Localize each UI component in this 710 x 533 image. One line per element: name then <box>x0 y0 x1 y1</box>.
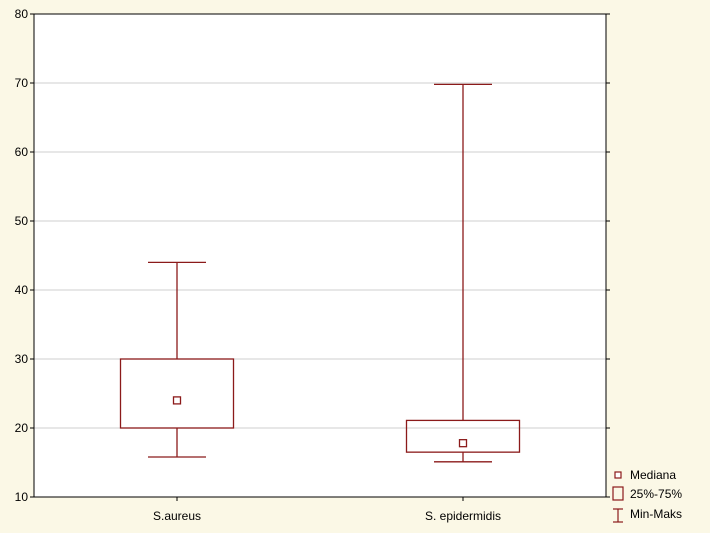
iqr-box <box>405 419 521 453</box>
box-0 <box>119 261 235 458</box>
y-tick-label: 30 <box>15 352 29 366</box>
y-axis: 10 20 30 40 50 60 70 80 <box>15 7 610 504</box>
legend-box-icon <box>612 486 624 501</box>
y-tick-label: 80 <box>15 7 29 21</box>
box-1 <box>405 83 521 463</box>
y-tick-label: 60 <box>15 145 29 159</box>
legend-label: 25%-75% <box>630 487 682 501</box>
median-marker <box>458 439 468 448</box>
y-tick-label: 40 <box>15 283 29 297</box>
y-tick-label: 50 <box>15 214 29 228</box>
legend-label: Min-Maks <box>630 507 682 521</box>
plot-frame <box>33 13 607 498</box>
boxes <box>119 83 521 463</box>
iqr-box <box>119 358 235 429</box>
legend-label: Mediana <box>630 468 676 482</box>
y-tick-label: 70 <box>15 76 29 90</box>
x-tick-label: S. epidermidis <box>425 509 501 523</box>
x-axis: S.aureus S. epidermidis <box>153 497 501 523</box>
y-tick-label: 20 <box>15 421 29 435</box>
plot-area <box>34 14 606 497</box>
legend-median-icon <box>614 471 622 479</box>
legend: Mediana 25%-75% Min-Maks <box>612 468 682 523</box>
median-marker <box>172 396 182 405</box>
x-tick-label: S.aureus <box>153 509 201 523</box>
y-tick-label: 10 <box>15 490 29 504</box>
